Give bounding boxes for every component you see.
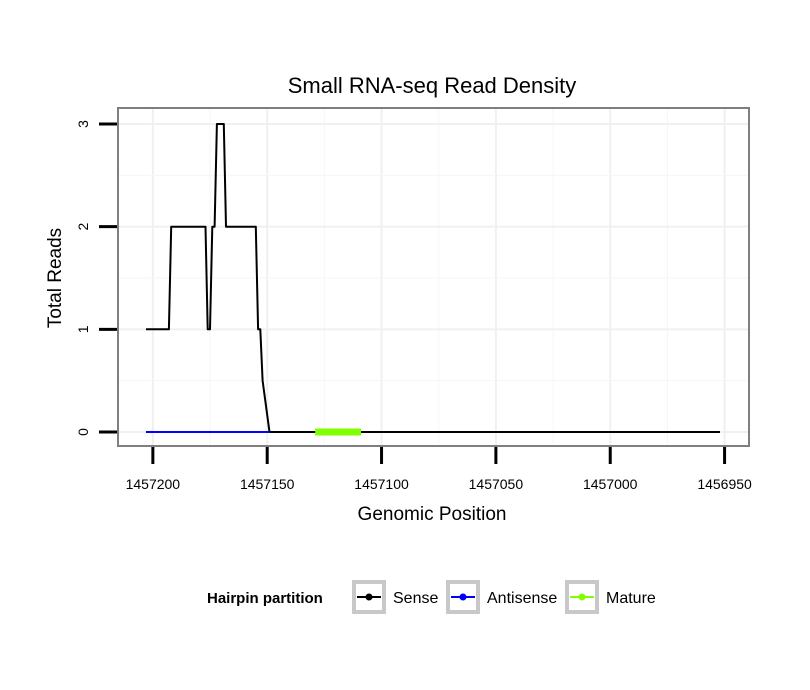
series-layer — [146, 123, 720, 436]
legend-entry-mature: Mature — [565, 580, 656, 614]
legend-label-sense: Sense — [393, 590, 438, 607]
plot-border — [117, 107, 750, 447]
legend-entry-antisense: Antisense — [446, 580, 557, 614]
legend-dot-antisense — [459, 593, 467, 601]
x-tick-label: 1457000 — [583, 476, 638, 492]
x-tick-label: 1457200 — [126, 476, 181, 492]
x-axis-title: Genomic Position — [358, 504, 507, 525]
y-axis-title: Total Reads — [45, 228, 66, 328]
x-tick-label: 1456950 — [697, 476, 752, 492]
legend: Hairpin partition Sense Antisense Mature — [207, 580, 656, 614]
legend-entry-sense: Sense — [352, 580, 438, 614]
plot-panel — [117, 107, 750, 447]
x-tick-label: 1457100 — [354, 476, 409, 492]
x-tick-label: 1457150 — [240, 476, 295, 492]
y-axis: 0 1 2 3 — [75, 120, 117, 436]
x-tick-label: 1457050 — [469, 476, 524, 492]
y-tick-label: 3 — [75, 120, 91, 128]
chart-title: Small RNA-seq Read Density — [288, 73, 577, 98]
legend-label-antisense: Antisense — [487, 590, 557, 607]
legend-title: Hairpin partition — [207, 590, 323, 607]
plot-background — [118, 108, 749, 446]
legend-dot-sense — [365, 593, 373, 601]
grid-lines — [118, 108, 749, 446]
legend-dot-mature — [578, 593, 586, 601]
y-tick-label: 0 — [75, 428, 91, 436]
x-axis: 1457200 1457150 1457100 1457050 1457000 14569… — [126, 447, 752, 492]
legend-label-mature: Mature — [606, 590, 656, 607]
series-line-sense — [146, 123, 720, 433]
y-tick-label: 2 — [75, 223, 91, 231]
y-tick-label: 1 — [75, 325, 91, 333]
